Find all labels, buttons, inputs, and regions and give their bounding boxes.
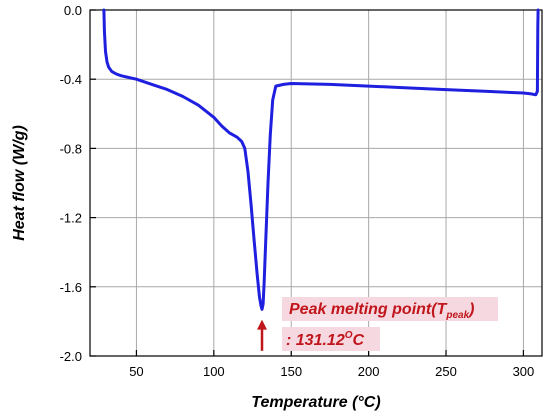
y-axis-title: Heat flow (W/g) (11, 125, 28, 241)
annotation-degree-sup: O (345, 330, 353, 341)
peak-arrowhead (257, 319, 268, 330)
heat-flow-line (102, 8, 540, 311)
annotation-value: : 131.12 (286, 332, 345, 349)
x-tick-label: 100 (203, 364, 225, 379)
y-tick-label: -0.8 (60, 141, 82, 156)
annotation-line1: Peak melting point(Tpeak) (289, 301, 474, 321)
annotation-unit: C (353, 332, 365, 349)
annotation-line2: : 131.12OC (286, 330, 365, 349)
x-tick-label: 300 (513, 364, 535, 379)
axis-ticks: 50 100 150 200 250 300 0.0 -0.4 -0.8 -1.2 -1.6 -2.0 (60, 3, 535, 379)
plot-frame (89, 9, 543, 357)
annotation-line1-close: ) (467, 301, 474, 318)
peak-annotation: Peak melting point(Tpeak) : 131.12OC (257, 297, 498, 351)
annotation-background-line1 (282, 297, 498, 321)
y-tick-label: -2.0 (60, 349, 82, 364)
annotation-line1-subscript: peak (445, 310, 469, 321)
y-tick-label: -0.4 (60, 72, 82, 87)
y-tick-label: -1.6 (60, 280, 82, 295)
x-tick-label: 200 (358, 364, 380, 379)
annotation-line1-text: Peak melting point(T (289, 301, 448, 318)
annotation-background-line2 (282, 327, 380, 351)
x-tick-label: 50 (129, 364, 143, 379)
y-tick-label: -1.2 (60, 211, 82, 226)
x-tick-label: 150 (280, 364, 302, 379)
y-tick-label: 0.0 (64, 3, 82, 18)
series-layer (102, 8, 540, 311)
x-axis-title: Temperature (°C) (251, 394, 380, 411)
x-tick-label: 250 (435, 364, 457, 379)
